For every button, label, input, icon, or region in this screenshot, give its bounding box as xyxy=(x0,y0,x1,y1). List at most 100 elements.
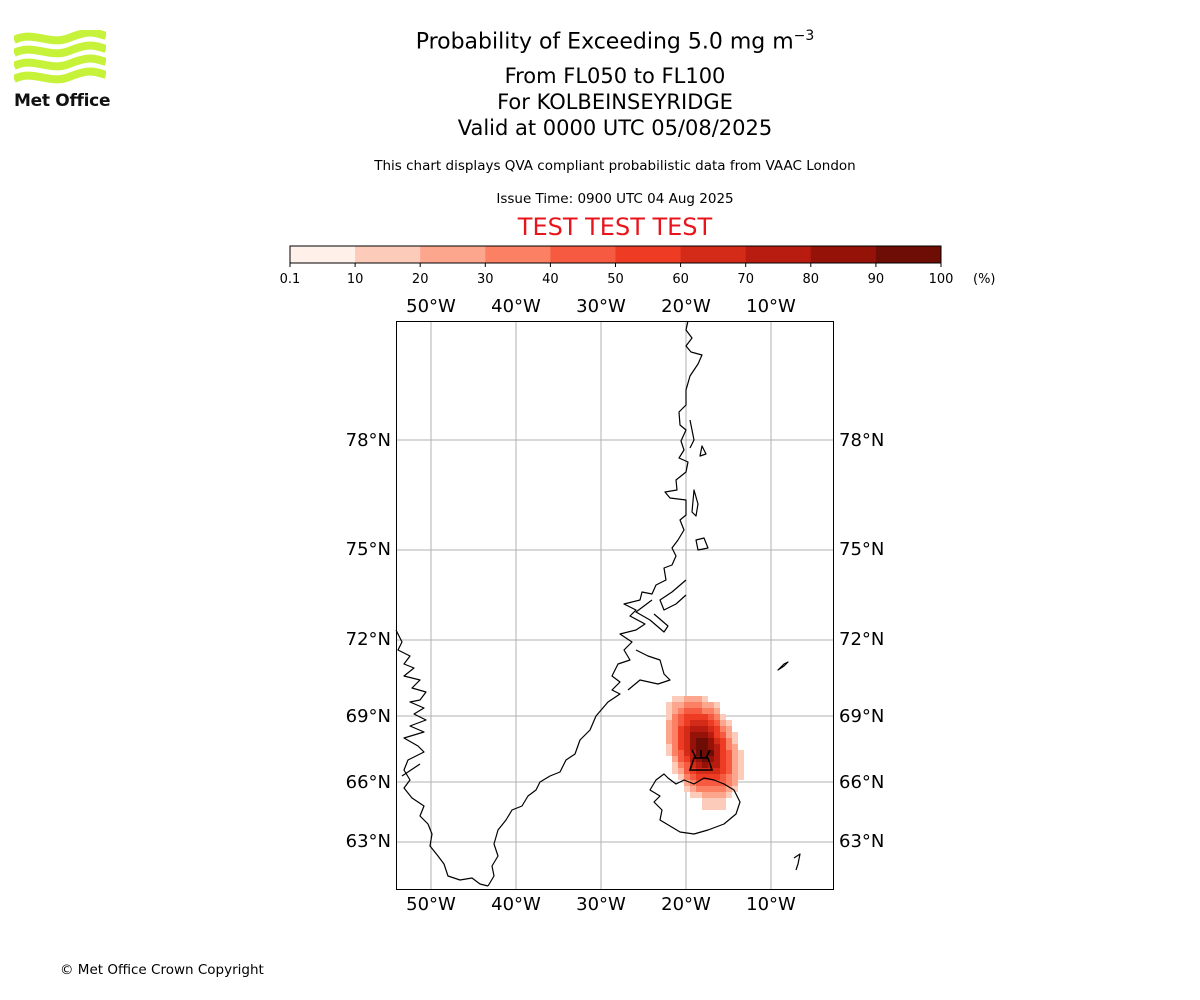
probability-cell xyxy=(720,786,726,792)
flight-level-range: From FL050 to FL100 xyxy=(504,64,726,88)
probability-cell xyxy=(666,720,672,726)
probability-cell xyxy=(678,720,684,726)
lon-label-top: 30°W xyxy=(576,296,626,317)
probability-cell xyxy=(726,750,732,756)
probability-cell xyxy=(708,780,714,786)
probability-cell xyxy=(738,768,744,774)
probability-cell xyxy=(696,756,702,762)
probability-cell xyxy=(690,762,696,768)
probability-cell xyxy=(690,768,696,774)
probability-cell xyxy=(672,762,678,768)
probability-cell xyxy=(732,756,738,762)
probability-cell xyxy=(714,792,720,798)
issue-time: Issue Time: 0900 UTC 04 Aug 2025 xyxy=(496,191,734,207)
probability-cell xyxy=(666,750,672,756)
probability-cell xyxy=(696,768,702,774)
probability-cell xyxy=(708,744,714,750)
probability-cell xyxy=(714,750,720,756)
probability-cell xyxy=(678,726,684,732)
probability-cell xyxy=(720,714,726,720)
probability-cell xyxy=(684,696,690,702)
colorbar-tick-label: 100 xyxy=(929,272,954,287)
probability-cell xyxy=(708,750,714,756)
probability-cell xyxy=(726,792,732,798)
colorbar-tick-label: 70 xyxy=(737,272,754,287)
probability-cell xyxy=(708,726,714,732)
probability-cell xyxy=(684,750,690,756)
probability-cell xyxy=(696,720,702,726)
lon-label-bottom: 10°W xyxy=(746,894,796,915)
probability-cell xyxy=(690,708,696,714)
probability-cell xyxy=(720,804,726,810)
probability-cell xyxy=(702,792,708,798)
probability-cell xyxy=(726,780,732,786)
greenland-east-coast xyxy=(487,320,703,887)
probability-cell xyxy=(702,786,708,792)
probability-cell xyxy=(672,726,678,732)
probability-cell xyxy=(672,720,678,726)
probability-cell xyxy=(708,708,714,714)
probability-cell xyxy=(714,798,720,804)
probability-cell xyxy=(678,756,684,762)
probability-cell xyxy=(702,702,708,708)
latitude-labels: 78°N 75°N 72°N 69°N 66°N 63°N 78°N 75°N … xyxy=(346,430,885,852)
probability-cell xyxy=(696,738,702,744)
probability-cell xyxy=(726,786,732,792)
probability-cell xyxy=(726,738,732,744)
colorbar-segment xyxy=(875,246,942,263)
probability-cell xyxy=(672,756,678,762)
probability-cell xyxy=(690,738,696,744)
greenland-west-coast xyxy=(395,629,489,887)
probability-cell xyxy=(678,762,684,768)
probability-cell xyxy=(714,714,720,720)
probability-cell xyxy=(678,714,684,720)
probability-cell xyxy=(690,732,696,738)
probability-cell xyxy=(714,744,720,750)
probability-cell xyxy=(714,804,720,810)
faroe-islands-coast xyxy=(793,853,801,871)
probability-cell xyxy=(702,714,708,720)
probability-cell xyxy=(720,738,726,744)
colorbar-segment xyxy=(355,246,421,263)
jan-mayen-coast xyxy=(777,661,789,671)
probability-cell xyxy=(702,756,708,762)
probability-cell xyxy=(684,738,690,744)
probability-cell xyxy=(696,726,702,732)
colorbar-segment xyxy=(485,246,551,263)
probability-cell xyxy=(684,762,690,768)
colorbar-tick-label: 80 xyxy=(803,272,820,287)
lat-label-left: 75°N xyxy=(346,539,391,560)
probability-cell xyxy=(696,714,702,720)
probability-cell xyxy=(678,774,684,780)
probability-cell xyxy=(696,696,702,702)
probability-cell xyxy=(684,726,690,732)
colorbar-tick-label: 20 xyxy=(412,272,429,287)
probability-cell xyxy=(720,750,726,756)
test-banner: TEST TEST TEST xyxy=(517,213,713,241)
probability-cell xyxy=(702,708,708,714)
probability-cell xyxy=(714,762,720,768)
probability-cell xyxy=(726,732,732,738)
probability-cell xyxy=(738,762,744,768)
probability-cell xyxy=(726,762,732,768)
probability-cell xyxy=(666,714,672,720)
probability-cell xyxy=(732,750,738,756)
probability-cell xyxy=(726,774,732,780)
probability-cell xyxy=(720,762,726,768)
lat-label-right: 66°N xyxy=(839,772,884,793)
probability-cell xyxy=(678,702,684,708)
met-office-logo-text: Met Office xyxy=(14,91,111,111)
lon-label-bottom: 20°W xyxy=(661,894,711,915)
probability-cell xyxy=(714,720,720,726)
colorbar-tick-label: 40 xyxy=(542,272,559,287)
probability-cell xyxy=(696,786,702,792)
colorbar-segment xyxy=(680,246,747,263)
probability-cell xyxy=(702,780,708,786)
probability-cell xyxy=(672,732,678,738)
probability-cell xyxy=(720,726,726,732)
probability-cell xyxy=(714,774,720,780)
probability-cell xyxy=(732,738,738,744)
logo-wave xyxy=(14,54,106,71)
probability-cell xyxy=(672,708,678,714)
logo-wave xyxy=(14,30,106,45)
